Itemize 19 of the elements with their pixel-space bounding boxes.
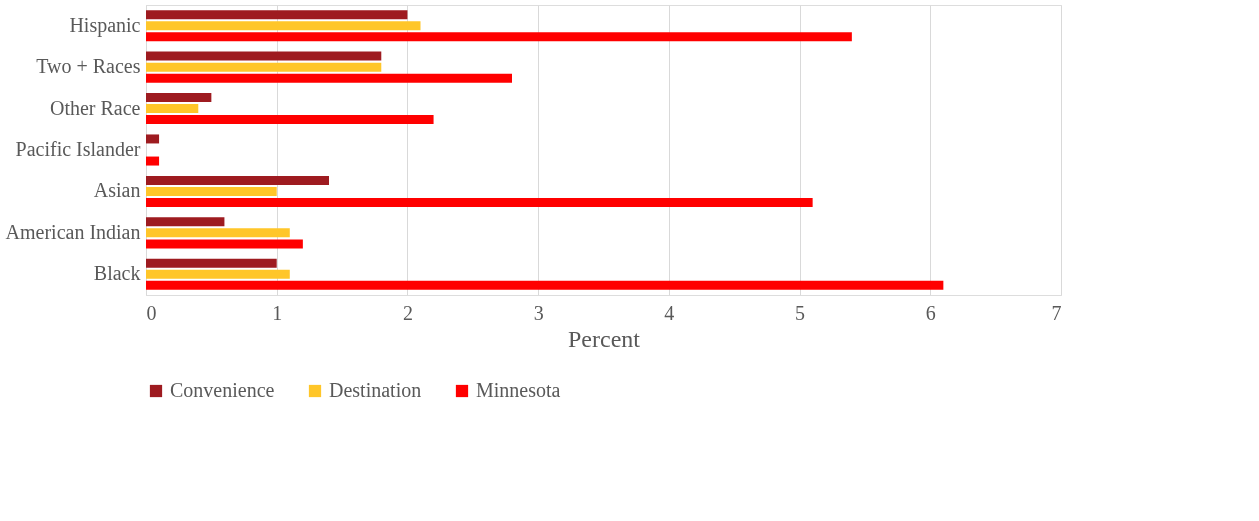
legend-label: Destination <box>329 379 422 401</box>
legend-label: Convenience <box>170 379 275 401</box>
x-tick-label: 5 <box>795 301 806 324</box>
x-tick-label: 0 <box>146 301 157 324</box>
x-tick-label: 3 <box>533 301 544 324</box>
y-tick-label: Hispanic <box>69 13 141 37</box>
x-tick-label: 6 <box>925 301 936 324</box>
y-tick-label: American Indian <box>5 220 141 243</box>
x-tick-label: 2 <box>402 301 413 324</box>
x-axis-title: Percent <box>568 325 641 352</box>
x-tick-label: 1 <box>272 301 283 324</box>
y-tick-label: Two + Races <box>36 55 141 78</box>
y-tick-label: Black <box>93 262 141 285</box>
x-tick-label: 7 <box>1051 301 1062 324</box>
y-tick-label: Asian <box>93 179 141 202</box>
y-tick-label: Other Race <box>49 96 141 119</box>
x-tick-label: 4 <box>664 301 675 324</box>
y-tick-label: Pacific Islander <box>15 138 141 160</box>
legend-label: Minnesota <box>476 379 561 401</box>
